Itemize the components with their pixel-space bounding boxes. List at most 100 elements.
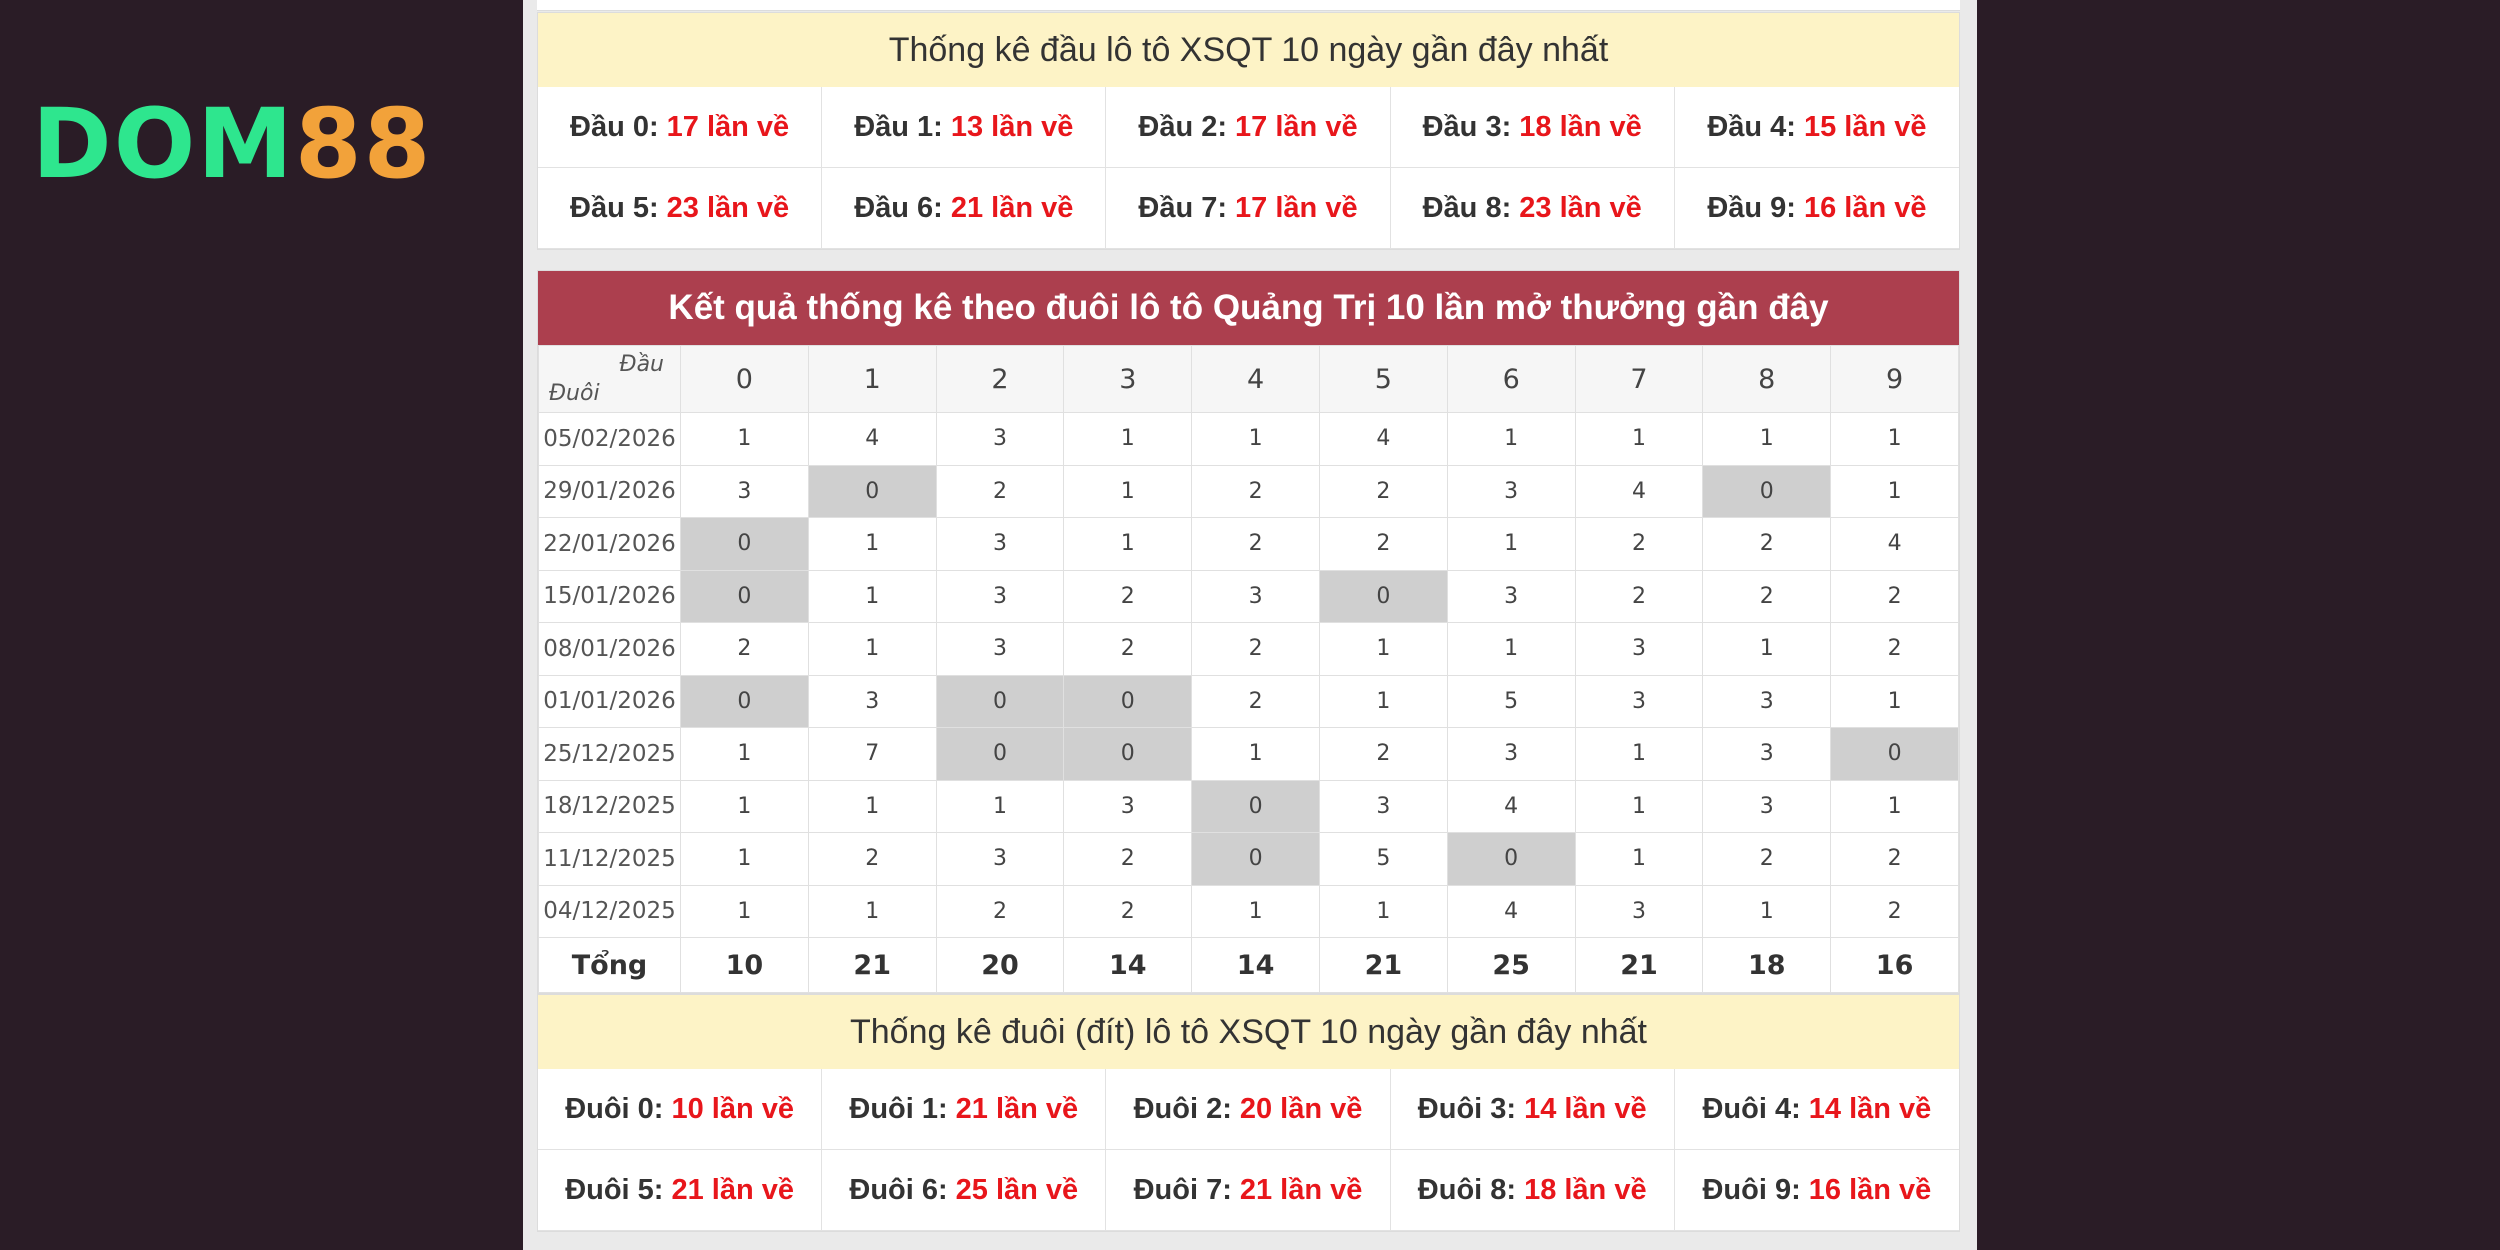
column-header-dau: 9 — [1830, 345, 1959, 413]
dau-stat-cell: Đầu 1: 13 lần về — [822, 87, 1107, 168]
table-cell: 0 — [1191, 779, 1320, 833]
table-cell: 2 — [1191, 674, 1320, 728]
table-row: 18/12/2025 1 1 1 3 0 3 4 1 3 1 — [538, 779, 1959, 833]
table-cell: 3 — [1702, 779, 1832, 833]
table-cell: 5 — [1446, 674, 1576, 728]
dau-stat-count: 17 lần về — [666, 110, 790, 143]
table-cell: 2 — [1191, 622, 1320, 676]
table-cell: 1 — [1191, 727, 1320, 781]
table-cell: 0 — [1318, 569, 1448, 623]
corner-duoi-label: Đuôi — [549, 381, 600, 406]
row-date: 11/12/2025 — [538, 832, 681, 886]
dau-stat-label: Đầu 0: — [570, 110, 659, 143]
duoi-stat-cell: Đuôi 4: 14 lần về — [1674, 1069, 1959, 1150]
table-cell: 1 — [1702, 884, 1832, 938]
table-cell: 2 — [1063, 569, 1193, 623]
dom88-logo[interactable]: DOM88 — [32, 96, 432, 192]
table-cell: 1 — [680, 832, 809, 886]
table-cell: 0 — [1702, 464, 1832, 518]
dau-stat-cell: Đầu 9: 16 lần về — [1674, 168, 1959, 249]
table-cell: 4 — [1830, 517, 1959, 571]
table-cell: 0 — [1446, 832, 1576, 886]
table-cell: 1 — [1063, 464, 1193, 518]
column-header-dau: 7 — [1574, 345, 1704, 413]
table-cell: 2 — [1318, 517, 1448, 571]
table-cell: 1 — [1063, 517, 1193, 571]
row-date: 18/12/2025 — [538, 779, 681, 833]
table-cell: 0 — [1063, 674, 1193, 728]
table-cell: 3 — [807, 674, 937, 728]
table-cell: 2 — [1574, 569, 1704, 623]
dau-stat-cell: Đầu 7: 17 lần về — [1106, 168, 1391, 249]
duoi-stat-label: Đuôi 6: — [849, 1173, 948, 1206]
table-cell: 1 — [1574, 779, 1704, 833]
duoi-stat-count: 20 lần về — [1239, 1092, 1363, 1125]
table-cell: 1 — [1446, 517, 1576, 571]
table-cell: 3 — [935, 832, 1065, 886]
table-cell: 2 — [1830, 884, 1959, 938]
duoi-stat-cell: Đuôi 7: 21 lần về — [1106, 1150, 1391, 1231]
table-cell: 3 — [1191, 569, 1320, 623]
duoi-stat-count: 14 lần về — [1808, 1092, 1932, 1125]
duoi-stat-count: 21 lần về — [1239, 1173, 1363, 1206]
table-cell: 1 — [1830, 779, 1959, 833]
row-date: 01/01/2026 — [538, 674, 681, 728]
dau-stat-label: Đầu 7: — [1138, 191, 1228, 224]
table-cell: 2 — [1191, 517, 1320, 571]
table-row: 04/12/2025 1 1 2 2 1 1 4 3 1 2 — [538, 884, 1959, 938]
table-cell: 3 — [1702, 674, 1832, 728]
table-row: 01/01/2026 0 3 0 0 2 1 5 3 3 1 — [538, 674, 1959, 728]
table-row: 15/01/2026 0 1 3 2 3 0 3 2 2 2 — [538, 569, 1959, 623]
table-cell: 3 — [1574, 622, 1704, 676]
table-cell: 4 — [1574, 464, 1704, 518]
table-cell: 3 — [1446, 727, 1576, 781]
column-header-dau: 4 — [1191, 345, 1320, 413]
table-row: 05/02/2026 1 4 3 1 1 4 1 1 1 1 — [538, 412, 1959, 466]
duoi-stat-label: Đuôi 1: — [849, 1092, 948, 1125]
dau-stat-count: 21 lần về — [950, 191, 1074, 224]
dau-stat-cell: Đầu 0: 17 lần về — [538, 87, 823, 168]
table-cell: 2 — [935, 464, 1065, 518]
duoi-stat-cell: Đuôi 1: 21 lần về — [822, 1069, 1107, 1150]
table-row: 11/12/2025 1 2 3 2 0 5 0 1 2 2 — [538, 832, 1959, 886]
dau-stat-count: 13 lần về — [950, 110, 1074, 143]
previous-table-edge — [537, 0, 1960, 11]
duoi-stat-cell: Đuôi 2: 20 lần về — [1106, 1069, 1391, 1150]
duoi-stat-label: Đuôi 4: — [1702, 1092, 1801, 1125]
table-cell: 2 — [680, 622, 809, 676]
table-cell: 1 — [1830, 464, 1959, 518]
logo-text-dom: DOM — [32, 88, 295, 200]
table-cell: 1 — [1830, 412, 1959, 466]
table-cell: 3 — [1574, 884, 1704, 938]
table-cell: 0 — [1830, 727, 1959, 781]
column-header-dau: 0 — [680, 345, 809, 413]
table-cell: 3 — [1446, 464, 1576, 518]
table-cell: 2 — [1702, 832, 1832, 886]
table-cell: 3 — [935, 517, 1065, 571]
duoi-stat-count: 21 lần về — [955, 1092, 1079, 1125]
duoi-stat-label: Đuôi 3: — [1417, 1092, 1517, 1125]
table-cell: 2 — [1191, 464, 1320, 518]
column-header-dau: 3 — [1063, 345, 1193, 413]
total-cell: 14 — [1063, 937, 1193, 993]
duoi-stat-cell: Đuôi 3: 14 lần về — [1390, 1069, 1675, 1150]
table-cell: 3 — [1318, 779, 1448, 833]
total-row: Tổng 10 21 20 14 14 21 25 21 18 16 — [538, 937, 1959, 993]
duoi-stat-cell: Đuôi 5: 21 lần về — [538, 1150, 823, 1231]
row-date: 08/01/2026 — [538, 622, 681, 676]
duoi-stat-label: Đuôi 9: — [1702, 1173, 1801, 1206]
column-header-dau: 8 — [1702, 345, 1832, 413]
total-cell: 14 — [1191, 937, 1320, 993]
table-cell: 2 — [1702, 569, 1832, 623]
table-cell: 0 — [807, 464, 937, 518]
table-cell: 1 — [807, 884, 937, 938]
table-row: 08/01/2026 2 1 3 2 2 1 1 3 1 2 — [538, 622, 1959, 676]
table-cell: 2 — [1318, 727, 1448, 781]
dau-stat-label: Đầu 1: — [854, 110, 943, 143]
table-cell: 1 — [1702, 412, 1832, 466]
column-header-dau: 2 — [935, 345, 1065, 413]
dau-stat-cell: Đầu 3: 18 lần về — [1390, 87, 1675, 168]
total-cell: 18 — [1702, 937, 1832, 993]
table-cell: 3 — [1702, 727, 1832, 781]
